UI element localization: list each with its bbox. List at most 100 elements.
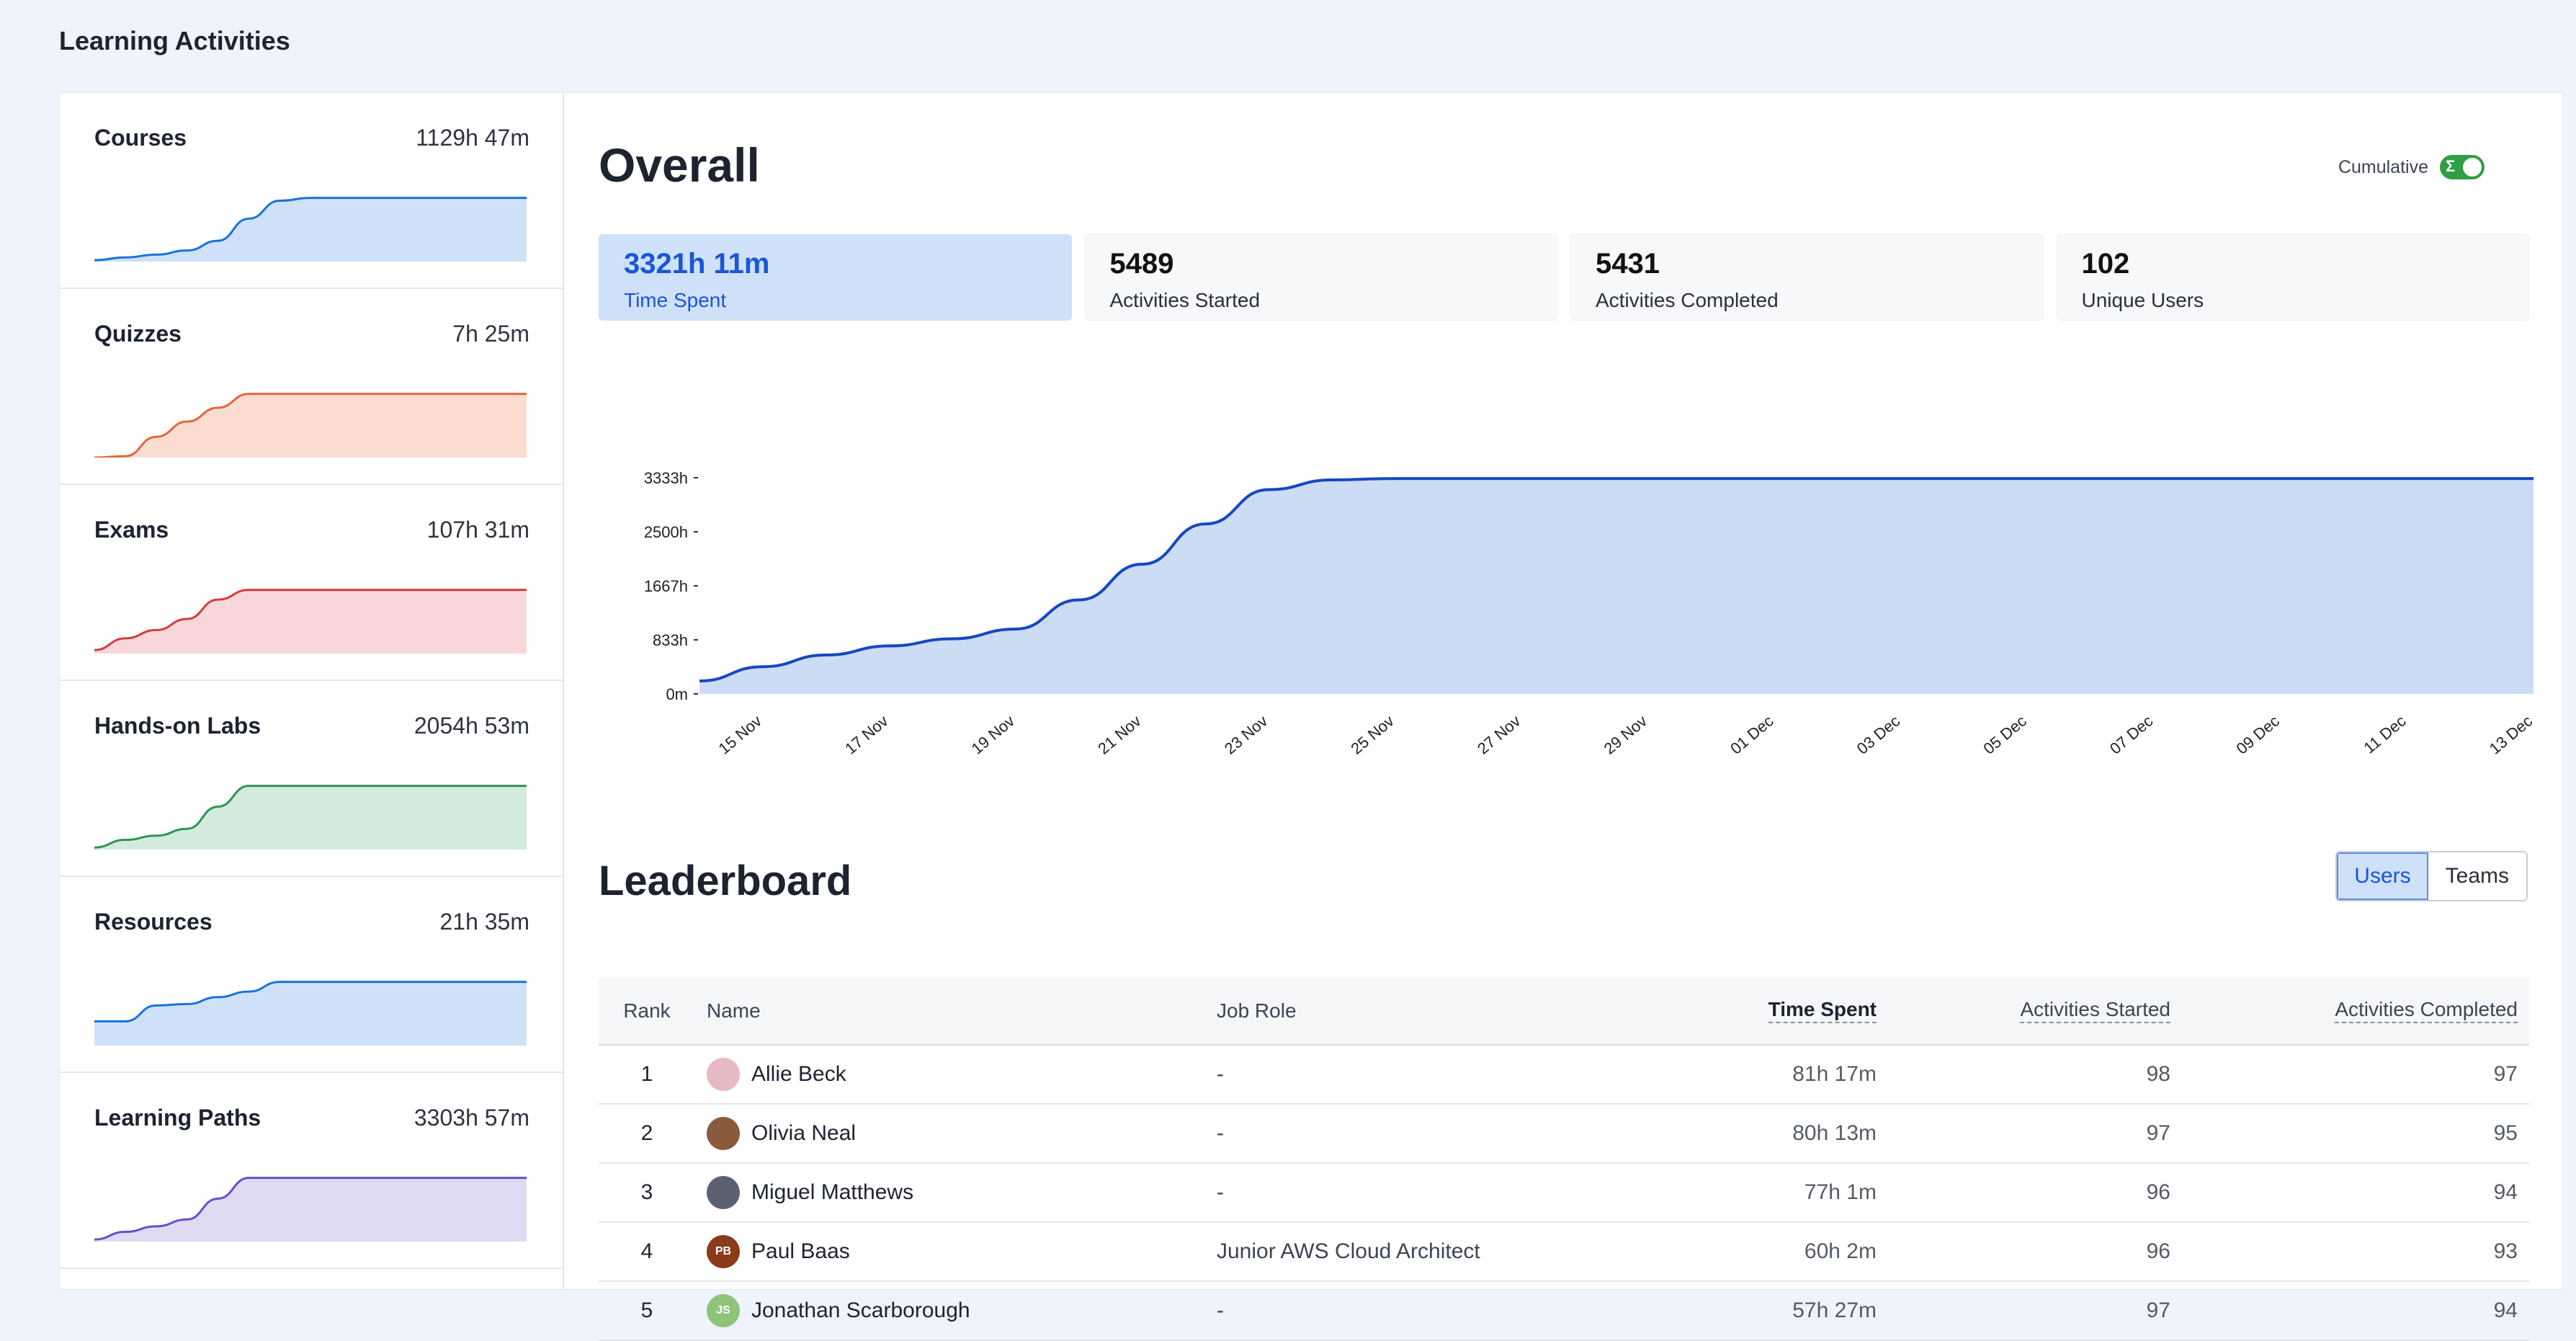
activity-card-resources[interactable]: Resources 21h 35m xyxy=(60,877,563,1073)
sort-activities-started[interactable]: Activities Started xyxy=(2020,998,2170,1024)
main-panel: Overall Cumulative Σ 3321h 11m Time Spent… xyxy=(564,93,2562,1341)
unique-users-tab[interactable]: 102 Unique Users xyxy=(2056,234,2529,321)
col-started-header[interactable]: Activities Started xyxy=(2020,978,2170,1044)
activity-card-label: Learning Paths xyxy=(94,1105,261,1131)
users-toggle-button[interactable]: Users xyxy=(2337,852,2428,900)
sort-time-spent[interactable]: Time Spent xyxy=(1768,998,1877,1024)
sparkline-area xyxy=(94,1177,527,1242)
rank-cell: 3 xyxy=(640,1180,653,1204)
user-name-link[interactable]: Olivia Neal xyxy=(751,1121,857,1145)
x-tick-label: 17 Nov xyxy=(841,712,891,758)
activity-card-value: 1129h 47m xyxy=(416,125,529,151)
leaderboard-toggle: Users Teams xyxy=(2335,851,2528,901)
table-row[interactable]: 4 PB Paul Baas Junior AWS Cloud Architect 60… xyxy=(599,1223,2529,1282)
activity-card-label: Resources xyxy=(94,909,213,935)
user-name-link[interactable]: Paul Baas xyxy=(751,1239,850,1263)
table-row[interactable]: 5 JS Jonathan Scarborough - 57h 27m 97 94 xyxy=(599,1282,2529,1341)
name-cell: Allie Beck xyxy=(707,1046,846,1103)
activity-card-quizzes[interactable]: Quizzes 7h 25m xyxy=(60,289,563,485)
sparkline-line xyxy=(94,981,527,1023)
x-tick-label: 03 Dec xyxy=(1853,712,1903,758)
time-spent-cell: 60h 2m xyxy=(1804,1239,1877,1263)
dashboard-panel: Courses 1129h 47m Quizzes 7h 25m Exams 107h 3… xyxy=(59,92,2563,1341)
col-time-header[interactable]: Time Spent xyxy=(1768,978,1877,1044)
x-tick-label: 01 Dec xyxy=(1727,712,1776,758)
avatar xyxy=(707,1058,740,1091)
activity-card-learning-paths[interactable]: Learning Paths 3303h 57m xyxy=(60,1073,563,1269)
rank-cell: 1 xyxy=(640,1062,653,1086)
job-role-cell: - xyxy=(1217,1121,1224,1145)
sparkline-line xyxy=(94,197,527,262)
col-completed-header[interactable]: Activities Completed xyxy=(2335,978,2518,1044)
avatar: JS xyxy=(707,1294,740,1327)
sparkline-chart xyxy=(94,197,527,262)
teams-toggle-button[interactable]: Teams xyxy=(2428,852,2526,900)
sparkline-chart xyxy=(94,393,527,458)
activities-completed-cell: 94 xyxy=(2493,1180,2518,1204)
stat-tabs: 3321h 11m Time Spent 5489 Activities Starte… xyxy=(599,234,2529,321)
name-cell: Miguel Matthews xyxy=(707,1164,913,1221)
y-tick-label: 0m xyxy=(666,685,688,703)
user-name-link[interactable]: Miguel Matthews xyxy=(751,1180,914,1204)
table-header: Rank Name Job Role Time Spent Activities… xyxy=(599,978,2529,1046)
activity-card-label: Courses xyxy=(94,125,187,151)
job-role-cell: - xyxy=(1217,1298,1224,1322)
time-spent-cell: 77h 1m xyxy=(1804,1180,1877,1204)
activity-card-label: Quizzes xyxy=(94,321,182,347)
user-name-link[interactable]: Jonathan Scarborough xyxy=(751,1298,970,1322)
cumulative-label: Cumulative xyxy=(2338,156,2428,177)
sigma-icon: Σ xyxy=(2446,157,2456,175)
sparkline-chart xyxy=(94,981,527,1046)
avatar: PB xyxy=(707,1235,740,1268)
activity-card-exams[interactable]: Exams 107h 31m xyxy=(60,485,563,681)
series-line xyxy=(699,477,2533,682)
page-title: Learning Activities xyxy=(59,26,290,55)
sparkline-area xyxy=(94,197,527,262)
table-row[interactable]: 3 Miguel Matthews - 77h 1m 96 94 xyxy=(599,1164,2529,1223)
sparkline-chart xyxy=(94,785,527,850)
activity-card-label: Hands-on Labs xyxy=(94,713,261,739)
col-rank-header: Rank xyxy=(623,999,671,1022)
activities-completed-cell: 95 xyxy=(2493,1121,2518,1145)
stat-label: Activities Completed xyxy=(1596,289,1779,311)
y-tick-label: 833h xyxy=(653,631,688,649)
user-name-link[interactable]: Allie Beck xyxy=(751,1062,846,1086)
activities-completed-tab[interactable]: 5431 Activities Completed xyxy=(1570,234,2044,321)
activity-card-courses[interactable]: Courses 1129h 47m xyxy=(60,93,563,289)
series-area xyxy=(699,478,2533,694)
job-role-cell: Junior AWS Cloud Architect xyxy=(1217,1239,1480,1263)
time-spent-cell: 57h 27m xyxy=(1792,1298,1877,1322)
sparkline-area xyxy=(94,393,527,458)
toggle-knob xyxy=(2463,158,2482,177)
stat-value: 102 xyxy=(2081,248,2130,280)
x-tick-label: 27 Nov xyxy=(1474,712,1524,758)
activity-card-hands-on-labs[interactable]: Hands-on Labs 2054h 53m xyxy=(60,681,563,877)
activity-card-value: 107h 31m xyxy=(426,517,529,543)
time-spent-chart: 0m 833h 1667h 2500h 3333h 15 Nov 17 Nov 19 Nov 2… xyxy=(644,469,2536,758)
table-row[interactable]: 1 Allie Beck - 81h 17m 98 97 xyxy=(599,1046,2529,1105)
x-tick-label: 07 Dec xyxy=(2106,712,2156,758)
sort-activities-completed[interactable]: Activities Completed xyxy=(2335,998,2518,1024)
sparkline-line xyxy=(94,589,527,651)
sparkline-line xyxy=(94,785,527,849)
y-tick-label: 2500h xyxy=(644,523,688,541)
activity-card-value: 21h 35m xyxy=(439,909,529,935)
time-spent-tab[interactable]: 3321h 11m Time Spent xyxy=(599,234,1072,321)
avatar xyxy=(707,1117,740,1150)
time-spent-cell: 81h 17m xyxy=(1792,1062,1877,1086)
table-body: 1 Allie Beck - 81h 17m 98 97 2 Olivia Neal - 80h … xyxy=(599,1046,2529,1341)
overall-title: Overall xyxy=(599,138,760,192)
table-row[interactable]: 2 Olivia Neal - 80h 13m 97 95 xyxy=(599,1105,2529,1164)
name-cell: PB Paul Baas xyxy=(707,1223,850,1280)
activities-completed-cell: 97 xyxy=(2493,1062,2518,1086)
stat-label: Unique Users xyxy=(2081,289,2204,311)
sparkline-chart xyxy=(94,589,527,654)
avatar xyxy=(707,1176,740,1209)
activities-started-tab[interactable]: 5489 Activities Started xyxy=(1084,234,1557,321)
cumulative-control: Cumulative Σ xyxy=(2338,155,2485,179)
activities-completed-cell: 94 xyxy=(2493,1298,2518,1322)
cumulative-toggle[interactable]: Σ xyxy=(2440,155,2485,179)
leaderboard-title: Leaderboard xyxy=(599,857,852,904)
rank-cell: 4 xyxy=(640,1239,653,1263)
x-tick-label: 29 Nov xyxy=(1601,712,1650,758)
